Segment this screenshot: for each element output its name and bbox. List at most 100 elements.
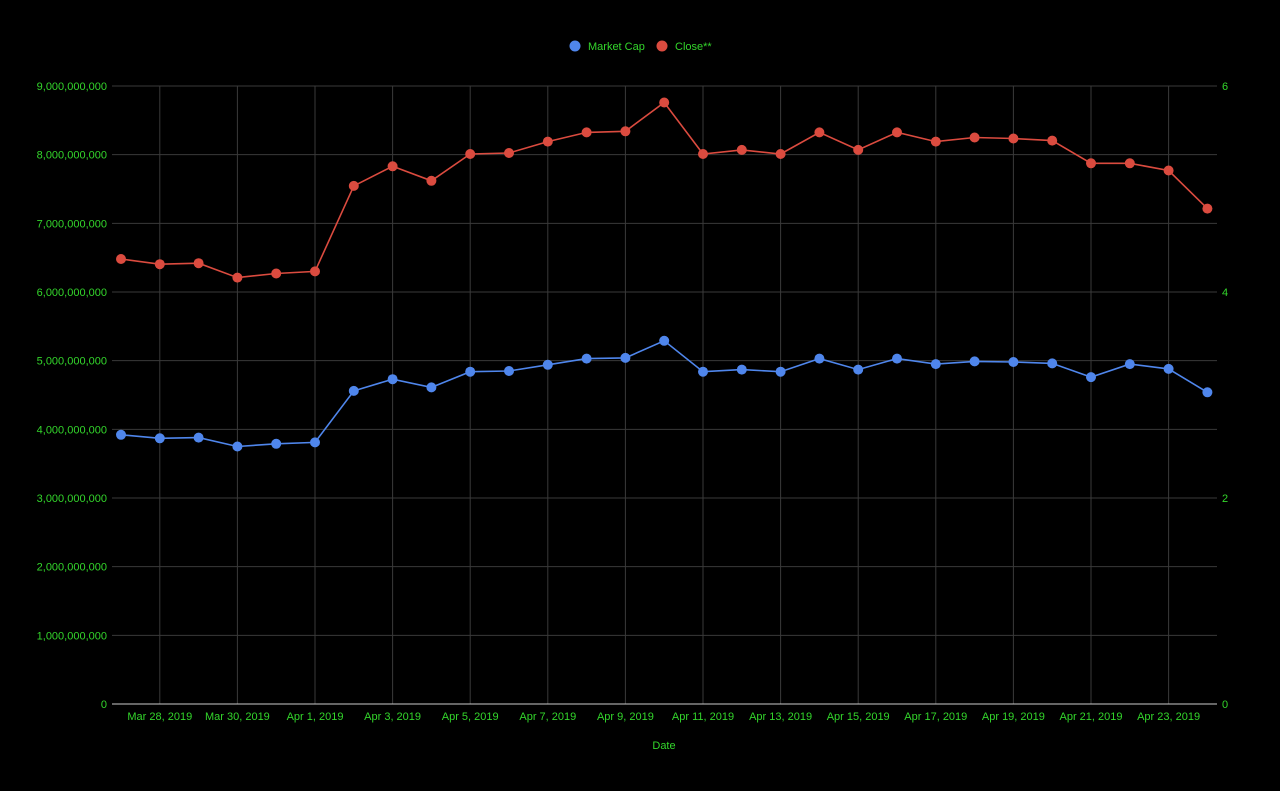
data-point	[1008, 357, 1019, 367]
y-axis-right: 0 2 4 6	[1222, 81, 1228, 711]
data-point	[504, 366, 514, 376]
data-point	[232, 272, 243, 283]
y-left-tick-label: 0	[101, 699, 107, 711]
chart-grid	[112, 85, 1217, 704]
y-right-tick-label: 4	[1222, 287, 1228, 299]
y-left-tick-label: 8,000,000,000	[37, 150, 107, 162]
data-point	[1163, 165, 1174, 176]
data-point	[1202, 203, 1213, 214]
data-point	[271, 438, 282, 449]
legend-label: Close**	[675, 41, 712, 53]
y-left-tick-label: 9,000,000,000	[37, 81, 107, 93]
data-point	[154, 433, 165, 444]
data-point	[426, 175, 437, 186]
data-point	[542, 359, 553, 370]
data-point	[387, 374, 398, 385]
x-tick-label: Apr 17, 2019	[904, 711, 967, 723]
y-right-tick-label: 6	[1222, 81, 1228, 93]
data-point	[193, 432, 204, 443]
data-point	[193, 258, 204, 269]
data-point	[892, 127, 902, 138]
data-point	[348, 385, 359, 396]
data-point	[271, 268, 282, 279]
data-point	[310, 437, 320, 448]
data-point	[969, 356, 980, 367]
chart-legend: Market Cap Close**	[569, 40, 712, 53]
data-point	[1124, 158, 1135, 169]
x-tick-label: Mar 30, 2019	[205, 711, 270, 723]
data-point	[659, 97, 670, 108]
data-point	[116, 429, 126, 440]
series-line	[120, 339, 1208, 448]
data-point	[775, 149, 786, 159]
y-right-tick-label: 0	[1222, 699, 1228, 711]
data-point	[853, 364, 864, 375]
x-tick-label: Apr 1, 2019	[287, 711, 344, 723]
data-point	[620, 352, 631, 363]
data-point	[775, 366, 786, 377]
data-point	[310, 266, 320, 277]
data-point	[154, 259, 165, 270]
data-point	[1124, 359, 1135, 370]
y-right-tick-label: 2	[1222, 493, 1228, 505]
data-point	[1086, 372, 1096, 383]
y-left-tick-label: 4,000,000,000	[37, 424, 107, 436]
legend-marker	[656, 40, 668, 52]
data-point	[892, 353, 902, 364]
y-axis-left: 0 1,000,000,000 2,000,000,000 3,000,000,000…	[37, 81, 107, 711]
x-tick-label: Apr 15, 2019	[827, 711, 890, 723]
data-point	[1047, 135, 1058, 146]
x-tick-label: Apr 9, 2019	[597, 711, 654, 723]
data-point	[930, 136, 941, 147]
y-left-tick-label: 1,000,000,000	[37, 630, 107, 642]
data-point	[698, 366, 708, 377]
x-tick-label: Apr 7, 2019	[519, 711, 576, 723]
data-point	[542, 136, 553, 147]
x-tick-label: Mar 28, 2019	[127, 711, 192, 723]
legend-marker	[569, 40, 581, 52]
x-tick-label: Apr 3, 2019	[364, 711, 421, 723]
data-point	[736, 364, 747, 375]
data-point	[969, 132, 980, 143]
y-left-tick-label: 6,000,000,000	[37, 287, 107, 299]
data-point	[387, 161, 398, 172]
x-tick-label: Apr 11, 2019	[672, 711, 734, 723]
y-left-tick-label: 2,000,000,000	[37, 562, 107, 574]
data-point	[1202, 387, 1213, 398]
series-layer	[116, 97, 1213, 452]
data-point	[504, 148, 514, 158]
data-point	[736, 144, 747, 155]
data-point	[1047, 358, 1058, 369]
x-tick-label: Apr 21, 2019	[1060, 711, 1123, 723]
data-point	[232, 441, 243, 452]
data-point	[698, 149, 708, 159]
data-point	[465, 149, 476, 159]
data-point	[1086, 158, 1096, 169]
y-left-tick-label: 3,000,000,000	[37, 493, 107, 505]
x-axis: Mar 28, 2019 Mar 30, 2019 Apr 1, 2019 Apr 3…	[112, 703, 1217, 723]
data-point	[581, 353, 592, 364]
y-left-tick-label: 7,000,000,000	[37, 218, 107, 230]
data-point	[348, 180, 359, 191]
x-tick-label: Apr 19, 2019	[982, 711, 1045, 723]
data-point	[426, 382, 437, 393]
x-tick-label: Apr 13, 2019	[749, 711, 812, 723]
data-point	[581, 127, 592, 138]
data-point	[814, 127, 825, 138]
data-point	[1163, 363, 1174, 374]
data-point	[853, 144, 864, 155]
data-point	[659, 335, 670, 346]
series-line	[120, 101, 1208, 279]
x-axis-title: Date	[652, 740, 675, 752]
data-point	[930, 359, 941, 370]
data-point	[814, 353, 825, 364]
x-tick-label: Apr 23, 2019	[1137, 711, 1200, 723]
y-left-tick-label: 5,000,000,000	[37, 356, 107, 368]
x-tick-label: Apr 5, 2019	[442, 711, 499, 723]
data-point	[1008, 133, 1019, 144]
data-point	[116, 254, 126, 264]
data-point	[620, 126, 631, 137]
data-point	[465, 366, 476, 377]
legend-label: Market Cap	[588, 41, 645, 53]
